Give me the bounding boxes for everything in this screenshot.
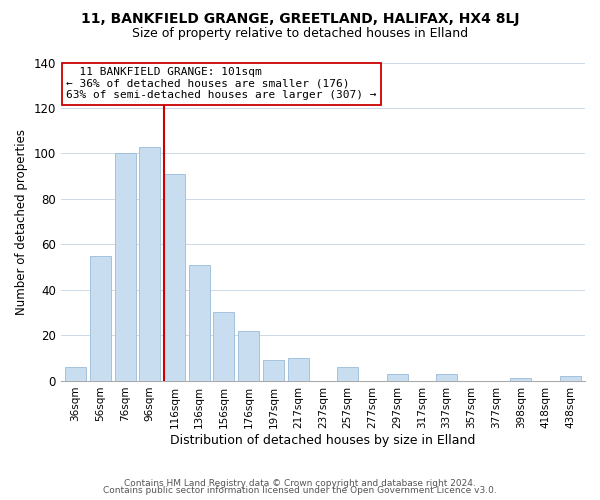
Bar [436,374,457,380]
Bar [337,367,358,380]
Text: Contains public sector information licensed under the Open Government Licence v3: Contains public sector information licen… [103,486,497,495]
Bar [386,374,407,380]
Bar [139,146,160,380]
Text: Size of property relative to detached houses in Elland: Size of property relative to detached ho… [132,28,468,40]
Bar [90,256,111,380]
Bar [238,330,259,380]
Bar [287,358,308,380]
Bar [65,367,86,380]
X-axis label: Distribution of detached houses by size in Elland: Distribution of detached houses by size … [170,434,476,448]
Bar [115,154,136,380]
Bar [164,174,185,380]
Bar [214,312,235,380]
Text: 11, BANKFIELD GRANGE, GREETLAND, HALIFAX, HX4 8LJ: 11, BANKFIELD GRANGE, GREETLAND, HALIFAX… [81,12,519,26]
Y-axis label: Number of detached properties: Number of detached properties [15,128,28,314]
Text: 11 BANKFIELD GRANGE: 101sqm
← 36% of detached houses are smaller (176)
63% of se: 11 BANKFIELD GRANGE: 101sqm ← 36% of det… [66,68,377,100]
Bar [560,376,581,380]
Text: Contains HM Land Registry data © Crown copyright and database right 2024.: Contains HM Land Registry data © Crown c… [124,478,476,488]
Bar [189,264,210,380]
Bar [510,378,531,380]
Bar [263,360,284,380]
